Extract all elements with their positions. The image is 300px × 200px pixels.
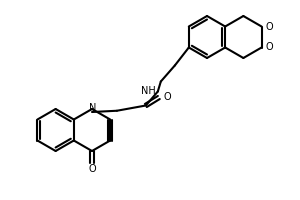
Text: O: O xyxy=(88,164,96,174)
Text: O: O xyxy=(164,92,171,102)
Text: NH: NH xyxy=(141,86,156,97)
Text: O: O xyxy=(266,43,273,52)
Text: O: O xyxy=(266,21,273,31)
Text: N: N xyxy=(89,103,97,113)
